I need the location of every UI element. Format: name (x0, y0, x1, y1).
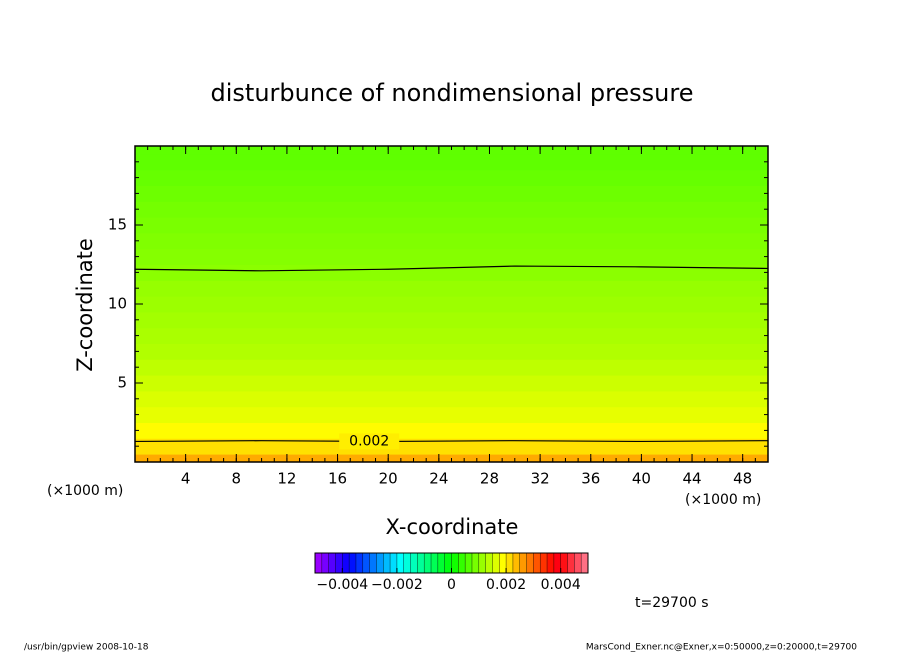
colorbar-swatch (485, 553, 493, 573)
heat-band (135, 296, 768, 313)
colorbar-swatch (410, 553, 418, 573)
colorbar-swatch (396, 553, 405, 573)
x-tick-label: 40 (632, 470, 651, 488)
colorbar-swatch (362, 553, 370, 573)
colorbar-tick-label: −0.002 (371, 577, 423, 593)
y-tick-label: 10 (108, 295, 127, 313)
colorbar-tick-label: 0.002 (486, 577, 526, 593)
colorbar-swatch (376, 553, 384, 573)
heat-band (135, 280, 768, 297)
heat-band (135, 343, 768, 360)
colorbar-swatch (519, 553, 527, 573)
x-tick-label: 44 (682, 470, 701, 488)
colorbar-swatch (458, 553, 466, 573)
chart-title: disturbunce of nondimensional pressure (211, 79, 694, 107)
colorbar-swatch (403, 553, 411, 573)
y-unit: (×1000 m) (47, 483, 123, 499)
colorbar-swatch (581, 553, 589, 573)
colorbar-tick-label: 0 (447, 577, 456, 593)
colorbar-swatch (342, 553, 350, 573)
colorbar-swatch (526, 553, 534, 573)
x-axis-label: X-coordinate (386, 515, 519, 539)
x-tick-label: 24 (429, 470, 448, 488)
contour-line (134, 440, 769, 443)
colorbar-swatch (540, 553, 548, 573)
y-tick-label: 15 (108, 216, 127, 234)
heat-band (135, 438, 768, 455)
colorbar-swatch (465, 553, 473, 573)
contour-label-bg (339, 433, 400, 450)
heat-band (135, 185, 768, 202)
heat-band (135, 375, 768, 392)
heat-band (135, 359, 768, 376)
colorbar-swatch (315, 553, 323, 573)
colorbar-swatch (560, 553, 568, 573)
time-label: t=29700 s (635, 595, 709, 611)
heat-band (135, 264, 768, 281)
x-tick-label: 32 (531, 470, 550, 488)
colorbar-swatch (553, 553, 561, 573)
heat-band (135, 146, 768, 155)
heat-band (135, 422, 768, 439)
x-tick-label: 16 (328, 470, 347, 488)
heat-band (135, 169, 768, 186)
colorbar-swatch (335, 553, 343, 573)
x-tick-label: 28 (480, 470, 499, 488)
colorbar-swatch (417, 553, 425, 573)
colorbar-swatch (492, 553, 500, 573)
colorbar-swatch (349, 553, 357, 573)
colorbar-swatch (533, 553, 541, 573)
colorbar-swatch (383, 553, 391, 573)
heat-band (135, 153, 768, 171)
heat-band (135, 390, 768, 408)
colorbar-swatch (369, 553, 377, 573)
colorbar-swatch (328, 553, 336, 573)
colorbar-swatch (390, 553, 398, 573)
colorbar-swatch (512, 553, 521, 573)
colorbar-swatch (478, 553, 486, 573)
colorbar-swatch (424, 553, 432, 573)
y-axis-label: Z-coordinate (73, 238, 97, 372)
x-tick-label: 12 (277, 470, 296, 488)
contour-label: 0.002 (349, 433, 389, 449)
colorbar-swatch (355, 553, 364, 573)
footer-right: MarsCond_Exner.nc@Exner,x=0:50000,z=0:20… (586, 643, 857, 653)
contour-line (134, 265, 769, 272)
heat-band (135, 201, 768, 218)
colorbar-swatch (471, 553, 480, 573)
x-unit: (×1000 m) (685, 492, 761, 508)
x-tick-label: 4 (181, 470, 191, 488)
footer-left: /usr/bin/gpview 2008-10-18 (24, 643, 149, 653)
heat-band (135, 248, 768, 265)
y-tick-label: 5 (117, 374, 127, 392)
x-tick-label: 36 (581, 470, 600, 488)
colorbar-swatch (444, 553, 452, 573)
colorbar-swatch (574, 553, 582, 573)
heat-band (135, 327, 768, 344)
heat-band (135, 232, 768, 250)
colorbar-swatch (547, 553, 555, 573)
colorbar-tick-label: 0.004 (541, 577, 581, 593)
heat-band (135, 311, 768, 329)
colorbar-swatch (506, 553, 514, 573)
colorbar-swatch (431, 553, 439, 573)
heat-band (135, 406, 768, 423)
colorbar-swatch (451, 553, 459, 573)
colorbar-swatch (567, 553, 575, 573)
x-tick-label: 48 (733, 470, 752, 488)
colorbar-tick-label: −0.004 (316, 577, 368, 593)
x-tick-label: 20 (379, 470, 398, 488)
x-tick-label: 8 (232, 470, 242, 488)
colorbar-swatch (499, 553, 507, 573)
heat-band (135, 217, 768, 234)
colorbar-swatch (437, 553, 445, 573)
colorbar-swatch (321, 553, 329, 573)
